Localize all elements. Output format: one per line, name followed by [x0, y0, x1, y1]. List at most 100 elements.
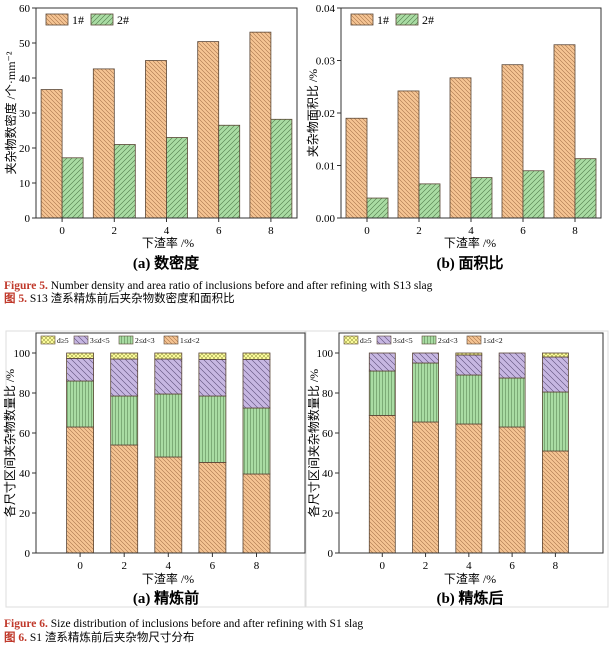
y-tick-label: 80 — [19, 388, 31, 400]
axes-frame — [340, 7, 602, 219]
legend-label: 2≤d<3 — [135, 336, 155, 345]
legend-swatch-1 — [45, 13, 69, 26]
legend-label: 1# — [72, 13, 84, 27]
legend-label: 2≤d<3 — [438, 336, 458, 345]
x-tick-label: 4 — [164, 225, 170, 237]
stack-segment-1-4 — [154, 393, 183, 458]
legend-swatch-0 — [40, 335, 56, 345]
legend-label: 2# — [422, 13, 434, 27]
y-tick-label: 20 — [322, 508, 334, 520]
figure6-caption-en: Figure 6. Size distribution of inclusion… — [4, 618, 363, 630]
figure6-label-en: Figure 6. — [4, 618, 48, 630]
y-tick-label: 0 — [25, 548, 31, 560]
bar-1-2 — [397, 90, 420, 219]
figure5-caption-en: Figure 5. Number density and area ratio … — [4, 280, 433, 292]
figure6-caption-en-text: Size distribution of inclusions before a… — [48, 618, 363, 630]
y-tick-label: 40 — [19, 468, 31, 480]
stack-segment-2-8 — [242, 358, 271, 409]
legend-label: d≥5 — [360, 336, 372, 345]
stack-segment-2-0 — [66, 357, 94, 382]
stack-segment-1-2 — [110, 395, 139, 446]
figure6-caption-zh: 图 6. S1 渣系精炼前后夹杂物尺寸分布 — [4, 630, 194, 644]
bar-1-4 — [449, 77, 472, 219]
stack-segment-0-0 — [66, 426, 94, 554]
x-tick-label: 0 — [364, 225, 370, 237]
bar-2-6 — [522, 170, 545, 219]
y-tick-label: 20 — [19, 143, 31, 155]
legend-label: 2# — [117, 13, 129, 27]
y-tick-label: 0 — [25, 213, 31, 225]
y-tick-label: 0.02 — [316, 108, 335, 120]
stack-segment-0-6 — [198, 461, 227, 554]
stack-segment-1-4 — [455, 374, 483, 425]
y-tick-label: 60 — [19, 428, 31, 440]
bar-1-2 — [92, 68, 115, 219]
bar-2-0 — [366, 197, 389, 219]
y-tick-label: 40 — [322, 468, 334, 480]
figure6-label-zh: 图 6. — [4, 630, 27, 644]
stack-segment-1-6 — [198, 395, 227, 463]
y-tick-label: 10 — [19, 178, 31, 190]
bar-2-8 — [574, 158, 597, 219]
stack-segment-1-0 — [368, 370, 396, 416]
x-tick-label: 2 — [416, 225, 422, 237]
legend-swatch-3 — [163, 335, 179, 345]
stack-segment-3-4 — [455, 352, 483, 356]
legend-label: 3≤d<5 — [90, 336, 110, 345]
bar-2-2 — [113, 144, 136, 219]
legend-swatch-2 — [395, 13, 419, 26]
chart-c-title: (a) 精炼前 — [133, 589, 199, 607]
stack-segment-0-4 — [154, 456, 183, 554]
bar-2-2 — [418, 183, 441, 219]
figure5-label-zh: 图 5. — [4, 291, 27, 305]
chart-c-ylabel: 各尺寸区间夹杂物数量比 /% — [2, 369, 17, 517]
bar-1-4 — [145, 60, 167, 219]
figure5-caption-en-text: Number density and area ratio of inclusi… — [48, 280, 433, 292]
chart-b-xlabel: 下渣率 /% — [444, 235, 496, 250]
stack-segment-0-8 — [541, 450, 569, 554]
bar-1-6 — [197, 41, 220, 219]
stack-segment-2-2 — [412, 352, 439, 364]
x-tick-label: 4 — [468, 225, 474, 237]
stack-segment-2-2 — [110, 358, 139, 397]
y-tick-label: 60 — [322, 428, 334, 440]
x-tick-label: 0 — [380, 560, 386, 572]
stack-segment-1-8 — [242, 407, 271, 475]
stack-segment-0-2 — [110, 444, 139, 554]
y-tick-label: 40 — [19, 73, 31, 85]
bar-1-0 — [40, 89, 63, 219]
legend-swatch-2 — [118, 335, 134, 345]
stack-segment-1-0 — [66, 380, 94, 428]
chart-b-title: (b) 面积比 — [436, 254, 503, 272]
x-tick-label: 2 — [121, 560, 127, 572]
figure6-caption-zh-text: S1 渣系精炼前后夹杂物尺寸分布 — [27, 630, 194, 644]
x-tick-label: 8 — [254, 560, 260, 572]
legend-swatch-3 — [466, 335, 482, 345]
y-tick-label: 0.04 — [316, 3, 336, 15]
stack-segment-3-0 — [66, 352, 94, 359]
bar-2-4 — [166, 137, 188, 219]
bar-1-8 — [553, 44, 576, 219]
legend-label: 3≤d<5 — [393, 336, 413, 345]
chart-a-xlabel: 下渣率 /% — [142, 235, 194, 250]
legend-swatch-2 — [421, 335, 437, 345]
bar-1-6 — [501, 64, 524, 219]
legend-swatch-1 — [350, 13, 374, 26]
y-tick-label: 20 — [19, 508, 31, 520]
panel-frame — [305, 330, 609, 608]
x-tick-label: 0 — [59, 225, 65, 237]
bar-1-0 — [345, 117, 368, 219]
x-tick-label: 0 — [77, 560, 83, 572]
stack-segment-1-8 — [541, 391, 569, 452]
axes-frame — [35, 332, 306, 554]
y-tick-label: 50 — [19, 38, 31, 50]
legend-swatch-2 — [90, 13, 114, 26]
stack-segment-0-8 — [242, 473, 271, 554]
chart-d-title: (b) 精炼后 — [436, 589, 503, 607]
x-tick-label: 8 — [572, 225, 578, 237]
bar-2-6 — [218, 124, 241, 219]
y-tick-label: 80 — [322, 388, 334, 400]
legend-label: 1≤d<2 — [180, 336, 200, 345]
figure5-caption-zh-text: S13 渣系精炼前后夹杂物数密度和面积比 — [27, 291, 235, 305]
chart-d-xlabel: 下渣率 /% — [444, 571, 496, 586]
